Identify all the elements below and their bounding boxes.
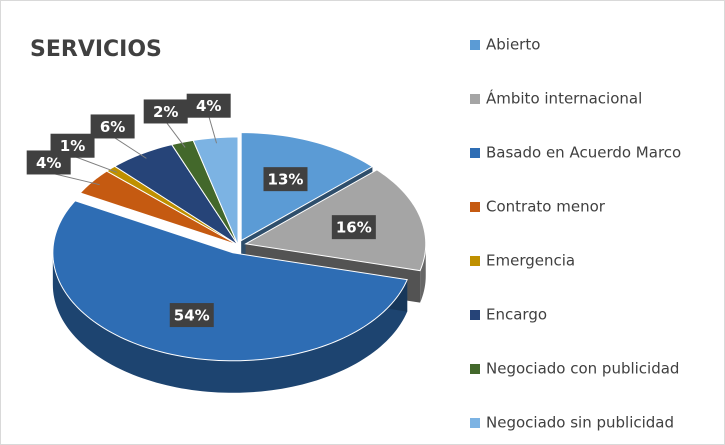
legend-label: Negociado sin publicidad	[486, 414, 674, 432]
value-label: 1%	[60, 137, 85, 155]
value-label: 16%	[336, 219, 372, 237]
labels: 13%16%54%4%1%6%2% 4%	[26, 93, 376, 328]
value-label: 6%	[100, 118, 125, 136]
legend-label: Contrato menor	[486, 198, 606, 216]
legend-swatch	[470, 364, 480, 374]
value-label: 13%	[268, 171, 304, 189]
label-box	[169, 303, 214, 328]
label-box	[90, 114, 135, 139]
leader-line	[72, 155, 118, 173]
legend-label: Encargo	[486, 306, 547, 324]
slice	[52, 200, 408, 362]
slice	[170, 139, 239, 246]
slice	[79, 170, 239, 246]
label-box	[263, 167, 308, 192]
legend-label: Basado en Acuerdo Marco	[486, 144, 681, 162]
legend-swatch	[470, 256, 480, 266]
legend-swatch	[470, 310, 480, 320]
legend-swatch	[470, 202, 480, 212]
legend-label: Emergencia	[486, 252, 575, 270]
legend-swatch	[470, 94, 480, 104]
leader-line	[165, 121, 186, 148]
chart-title: SERVICIOS	[30, 37, 162, 62]
legend-swatch	[470, 418, 480, 428]
legend: Abierto Ámbito internacional Basado en Acu…	[470, 36, 681, 432]
legend-swatch	[470, 148, 480, 158]
leader-line	[112, 136, 147, 159]
label-box	[50, 133, 95, 158]
value-label: 4%	[36, 154, 61, 172]
legend-label: Abierto	[486, 36, 540, 54]
legend-label: Negociado con publicidad	[486, 360, 679, 378]
label-box	[331, 215, 376, 240]
slice-side	[52, 252, 408, 393]
leader-line	[208, 115, 218, 144]
legend-swatch	[470, 40, 480, 50]
label-box	[143, 99, 188, 124]
value-label: 2%	[153, 103, 178, 121]
label-box	[186, 93, 231, 118]
value-label: 54%	[174, 307, 210, 325]
value-label: 4%	[196, 97, 221, 115]
leader-line	[48, 171, 100, 186]
slice	[113, 144, 239, 246]
legend-label: Ámbito internacional	[486, 89, 642, 108]
